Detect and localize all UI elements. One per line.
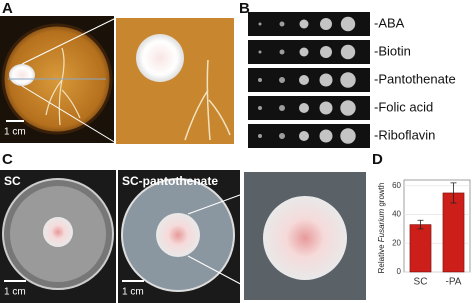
scale-label: 1 cm [4, 287, 26, 298]
spot [299, 103, 309, 113]
spot [340, 100, 356, 116]
spot [258, 50, 262, 54]
x-tick-label: SC [414, 277, 428, 288]
row-label: -Biotin [374, 43, 411, 58]
scale-label: 1 cm [4, 127, 26, 138]
colony [9, 64, 35, 86]
x-tick-label: -PA [446, 277, 462, 288]
zoom-line [21, 17, 117, 65]
spot [340, 128, 356, 144]
zoom-line [187, 255, 249, 289]
spot [320, 18, 332, 30]
spot [319, 73, 333, 87]
spot [279, 105, 285, 111]
y-axis-label-part: Relative [377, 242, 386, 273]
row-label: -ABA [374, 15, 405, 30]
spot [279, 77, 285, 83]
y-axis-label-part: Fusarium [377, 209, 386, 243]
spot [319, 101, 333, 115]
spot [320, 46, 332, 58]
colony [263, 196, 347, 280]
error-bar [417, 219, 424, 230]
spot [258, 22, 262, 26]
panel-label: C [2, 151, 13, 168]
spot [258, 78, 262, 82]
condition-label: SC-pantothenate [122, 174, 218, 188]
zoom-line [187, 191, 249, 215]
spot [258, 134, 262, 138]
panel-label: B [239, 0, 250, 17]
y-tick-label: 40 [392, 210, 401, 219]
condition-label: SC [4, 174, 21, 188]
root [45, 47, 81, 126]
spot [299, 75, 309, 85]
panel-label: D [372, 151, 383, 168]
colony [156, 213, 200, 257]
zoom-line [21, 85, 117, 144]
spot [258, 106, 262, 110]
panel-label: A [2, 0, 13, 17]
row-label: -Riboflavin [374, 127, 435, 142]
row-label: -Pantothenate [374, 71, 456, 86]
y-axis-label-part: growth [377, 183, 386, 209]
spot [279, 21, 285, 27]
y-axis-label: Relative Fusarium growth [377, 183, 386, 274]
spot [299, 19, 309, 29]
spot [279, 133, 285, 139]
y-tick-label: 60 [392, 181, 401, 190]
root [184, 59, 231, 141]
zoom-photo [116, 18, 234, 144]
row-label: -Folic acid [374, 99, 433, 114]
bar [409, 224, 432, 273]
scale-label: 1 cm [122, 287, 144, 298]
spot [299, 47, 309, 57]
colony [136, 34, 184, 82]
colony [43, 217, 73, 247]
bar [442, 192, 465, 273]
y-tick-label: 0 [397, 267, 402, 276]
spot [279, 49, 285, 55]
spot [340, 16, 356, 32]
spot [340, 72, 356, 88]
spot [299, 131, 309, 141]
spot [319, 129, 333, 143]
spot [340, 44, 356, 60]
error-bar [450, 182, 457, 204]
y-tick-label: 20 [392, 238, 401, 247]
